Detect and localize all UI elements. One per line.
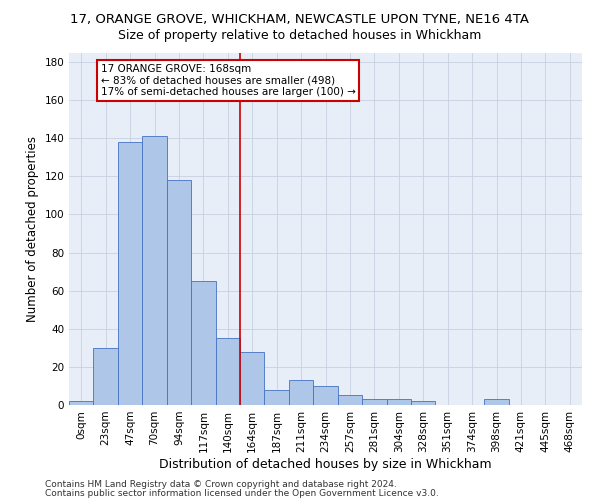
Y-axis label: Number of detached properties: Number of detached properties — [26, 136, 39, 322]
Text: 17 ORANGE GROVE: 168sqm
← 83% of detached houses are smaller (498)
17% of semi-d: 17 ORANGE GROVE: 168sqm ← 83% of detache… — [101, 64, 356, 97]
Bar — [167, 180, 191, 405]
Bar — [411, 401, 436, 405]
X-axis label: Distribution of detached houses by size in Whickham: Distribution of detached houses by size … — [159, 458, 492, 470]
Bar — [118, 142, 142, 405]
Bar — [69, 401, 94, 405]
Bar — [191, 281, 215, 405]
Bar — [484, 400, 509, 405]
Bar — [386, 400, 411, 405]
Bar — [240, 352, 265, 405]
Bar — [362, 400, 386, 405]
Bar — [313, 386, 338, 405]
Bar — [289, 380, 313, 405]
Text: Size of property relative to detached houses in Whickham: Size of property relative to detached ho… — [118, 29, 482, 42]
Text: Contains HM Land Registry data © Crown copyright and database right 2024.: Contains HM Land Registry data © Crown c… — [45, 480, 397, 489]
Bar — [215, 338, 240, 405]
Bar — [142, 136, 167, 405]
Bar — [94, 348, 118, 405]
Text: 17, ORANGE GROVE, WHICKHAM, NEWCASTLE UPON TYNE, NE16 4TA: 17, ORANGE GROVE, WHICKHAM, NEWCASTLE UP… — [71, 12, 530, 26]
Bar — [265, 390, 289, 405]
Bar — [338, 396, 362, 405]
Text: Contains public sector information licensed under the Open Government Licence v3: Contains public sector information licen… — [45, 489, 439, 498]
